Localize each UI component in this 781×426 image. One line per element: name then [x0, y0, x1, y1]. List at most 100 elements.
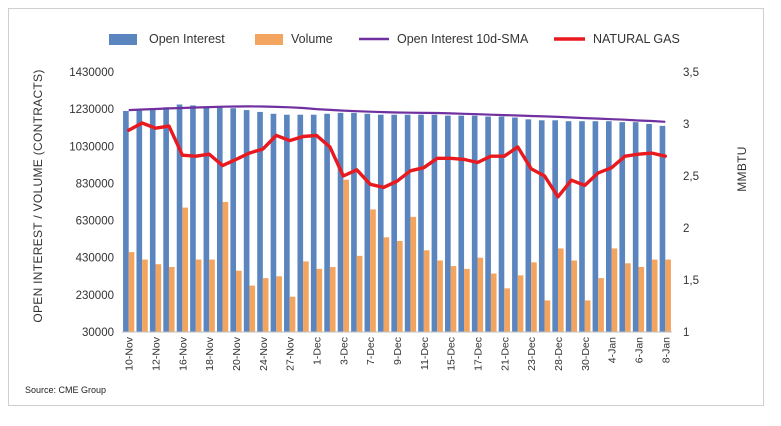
legend-swatch-open-interest: [109, 34, 137, 45]
bar-open-interest: [445, 115, 451, 333]
bar-volume: [531, 262, 537, 332]
x-tick-label: 8-Jan: [660, 337, 672, 363]
bar-volume: [477, 257, 484, 332]
bar-volume: [598, 278, 604, 332]
x-tick-label: 4-Jan: [607, 337, 619, 363]
bar-open-interest: [458, 115, 465, 333]
bar-volume: [303, 261, 309, 332]
bar-open-interest: [498, 116, 505, 332]
bar-volume: [195, 259, 202, 332]
bar-open-interest: [270, 113, 277, 333]
bar-volume: [155, 264, 162, 332]
x-tick-label: 9-Dec: [392, 337, 404, 365]
y-tick-label: 830000: [76, 178, 114, 190]
y2-tick-label: 1: [683, 327, 689, 339]
bar-open-interest: [123, 111, 129, 332]
bar-open-interest: [257, 111, 263, 332]
y-tick-label: 630000: [76, 216, 114, 228]
bar-volume: [517, 275, 524, 332]
bar-volume: [571, 260, 578, 332]
bar-open-interest: [190, 105, 196, 332]
y-tick-label: 230000: [76, 290, 114, 302]
y-axis-title: OPEN INTEREST / VOLUME (CONTRACTS): [31, 69, 45, 322]
y2-tick-label: 2,5: [683, 171, 699, 183]
bar-open-interest: [592, 121, 599, 332]
bar-volume: [490, 273, 497, 332]
bar-volume: [423, 250, 430, 332]
x-tick-label: 1-Dec: [312, 337, 324, 365]
bar-open-interest: [431, 114, 438, 332]
y2-tick-label: 1,5: [683, 275, 699, 287]
bar-open-interest: [525, 119, 532, 332]
x-tick-label: 16-Nov: [177, 336, 189, 371]
bar-open-interest: [619, 122, 626, 333]
legend-label-open-interest: Open Interest: [149, 32, 225, 46]
x-tick-label: 17-Dec: [473, 337, 485, 371]
y2-axis-title: MMBTU: [735, 146, 749, 192]
y-tick-label: 30000: [82, 327, 114, 339]
bar-open-interest: [565, 121, 572, 332]
bar-volume: [651, 259, 658, 332]
bar-volume: [262, 278, 269, 332]
bar-open-interest: [404, 114, 411, 332]
x-tick-label: 10-Nov: [124, 336, 136, 371]
bar-open-interest: [485, 116, 491, 332]
x-tick-label: 11-Dec: [419, 337, 431, 370]
bar-volume: [383, 237, 390, 332]
bar-open-interest: [512, 117, 518, 332]
bar-open-interest: [632, 122, 639, 333]
y-tick-label: 1230000: [69, 104, 114, 116]
y2-tick-label: 2: [683, 223, 689, 235]
bar-volume: [249, 285, 256, 332]
bar-open-interest: [418, 114, 424, 332]
bar-volume: [316, 268, 323, 332]
bar-open-interest: [324, 113, 330, 333]
bar-volume: [665, 259, 671, 332]
bar-open-interest: [136, 109, 143, 333]
bar-volume: [343, 179, 349, 332]
bar-open-interest: [538, 120, 545, 333]
bar-open-interest: [176, 104, 183, 332]
bar-volume: [142, 259, 148, 332]
bar-open-interest: [297, 114, 304, 332]
bar-open-interest: [284, 114, 290, 332]
bar-open-interest: [351, 112, 357, 332]
bar-volume: [209, 259, 215, 332]
bar-volume: [289, 296, 296, 332]
x-tick-label: 23-Dec: [526, 337, 538, 371]
legend-swatch-volume: [255, 34, 283, 45]
bar-open-interest: [364, 113, 371, 333]
bar-volume: [504, 288, 510, 332]
bar-volume: [397, 241, 403, 332]
bar-open-interest: [203, 106, 210, 332]
bar-volume: [370, 209, 376, 332]
x-tick-label: 15-Dec: [446, 337, 458, 371]
bar-volume: [638, 267, 645, 332]
bar-open-interest: [230, 108, 237, 332]
bar-volume: [329, 267, 336, 332]
bar-open-interest: [310, 114, 317, 332]
legend: Open Interest Volume Open Interest 10d-S…: [109, 32, 680, 46]
right-axis-ticks: 3,5 3 2,5 2 1,5 1: [683, 67, 699, 339]
bar-volume: [544, 300, 551, 332]
bar-volume: [450, 266, 457, 332]
x-tick-label: 24-Nov: [258, 336, 270, 371]
line-natural-gas: [126, 121, 667, 199]
x-tick-label: 7-Dec: [365, 337, 377, 365]
legend-label-oi-sma: Open Interest 10d-SMA: [397, 32, 529, 46]
chart: Open Interest Volume Open Interest 10d-S…: [25, 32, 749, 395]
bar-volume: [182, 207, 188, 332]
bar-open-interest: [579, 121, 585, 332]
bar-volume: [625, 263, 631, 332]
bar-volume: [464, 268, 470, 332]
x-tick-label: 18-Nov: [204, 336, 216, 371]
x-tick-label: 12-Nov: [151, 336, 163, 371]
x-tick-label: 3-Dec: [338, 337, 350, 365]
legend-label-volume: Volume: [291, 32, 333, 46]
bars: [123, 104, 671, 333]
source-note: Source: CME Group: [25, 385, 106, 395]
x-tick-label: 30-Dec: [580, 337, 592, 371]
bar-open-interest: [216, 107, 223, 333]
bar-volume: [276, 276, 282, 332]
y-tick-label: 430000: [76, 253, 114, 265]
